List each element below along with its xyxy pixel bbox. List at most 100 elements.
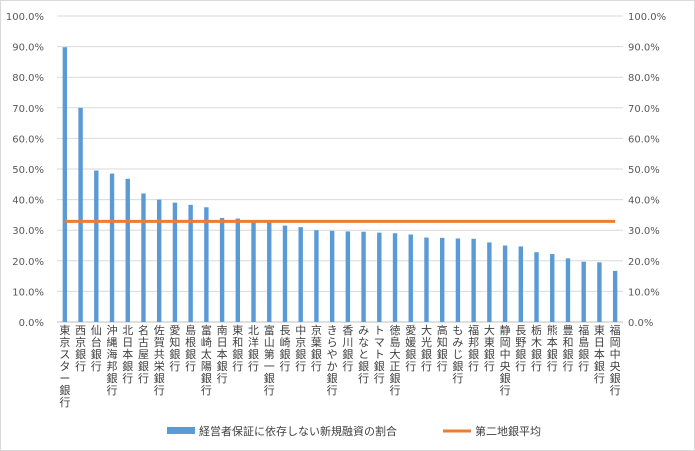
bar <box>392 233 398 322</box>
bar <box>439 237 445 322</box>
category-label: 栃木銀行 <box>531 323 542 373</box>
y-tick-label-right: 10.0% <box>628 287 660 298</box>
y-axis-left: 0.0% 10.0% 20.0% 30.0% 40.0% 50.0% 60.0% 70.0% 8… <box>6 12 44 329</box>
category-label: 大光銀行 <box>421 323 432 373</box>
bar <box>345 231 351 322</box>
bar <box>518 246 524 322</box>
y-tick-label-left: 20.0% <box>12 257 44 268</box>
bar <box>329 230 335 322</box>
category-label: もみじ銀行 <box>452 324 463 385</box>
bar <box>314 230 319 322</box>
bar <box>219 217 225 322</box>
category-label: 長崎銀行 <box>279 324 290 373</box>
category-label: 香川銀行 <box>342 324 353 373</box>
y-tick-label-left: 40.0% <box>12 196 44 207</box>
category-label: 愛知銀行 <box>169 324 180 373</box>
bar <box>534 252 539 322</box>
y-tick-label-left: 0.0% <box>19 318 44 329</box>
category-label: 北日本銀行 <box>122 324 133 385</box>
bar <box>172 202 178 322</box>
category-label: 島根銀行 <box>185 323 196 373</box>
y-tick-label-left: 100.0% <box>6 12 44 23</box>
category-label: 東和銀行 <box>232 324 243 373</box>
category-label: 南日本銀行 <box>217 324 228 385</box>
y-tick-label-left: 70.0% <box>12 104 44 115</box>
bar <box>502 245 508 322</box>
legend: 経営者保証に依存しない新規融資の割合 第二地銀平均 <box>167 424 541 438</box>
bar <box>550 254 555 322</box>
y-axis-right: 0.0% 10.0% 20.0% 30.0% 40.0% 50.0% 60.0% 70.0% 8… <box>628 12 666 329</box>
category-label: 静岡中央銀行 <box>500 323 511 397</box>
y-tick-label-left: 50.0% <box>12 165 44 176</box>
y-tick-label-right: 20.0% <box>628 257 660 268</box>
category-label: 熊本銀行 <box>547 323 558 373</box>
y-tick-label-left: 60.0% <box>12 134 44 145</box>
category-label: 愛媛銀行 <box>405 324 416 373</box>
bar <box>298 227 303 322</box>
category-label: 東京スター銀行 <box>59 324 70 409</box>
y-tick-label-right: 90.0% <box>628 43 660 54</box>
y-tick-label-left: 30.0% <box>12 226 44 237</box>
bar <box>408 234 413 322</box>
bar <box>141 193 146 322</box>
bar <box>455 238 461 322</box>
bar <box>62 47 68 322</box>
bar <box>581 261 586 322</box>
category-label: 沖縄海邦銀行 <box>107 324 118 397</box>
bar <box>188 204 193 322</box>
bar <box>78 107 83 322</box>
y-tick-label-right: 70.0% <box>628 104 660 115</box>
category-label: 名古屋銀行 <box>138 323 149 385</box>
gridlines <box>57 15 623 323</box>
category-label: 富山第一銀行 <box>264 323 275 397</box>
category-label: 北洋銀行 <box>248 324 259 373</box>
bar <box>109 173 115 322</box>
legend-bar-swatch <box>167 427 195 434</box>
bar <box>612 270 618 322</box>
bar <box>235 218 241 322</box>
y-tick-label-right: 30.0% <box>628 226 660 237</box>
y-tick-label-left: 10.0% <box>12 287 44 298</box>
y-tick-label-right: 80.0% <box>628 73 660 84</box>
category-label: 西京銀行 <box>75 324 86 373</box>
bar <box>94 170 99 322</box>
category-label: 徳島大正銀行 <box>390 324 401 397</box>
y-tick-label-right: 60.0% <box>628 134 660 145</box>
category-label: 豊和銀行 <box>562 324 573 373</box>
category-label: 長野銀行 <box>515 324 526 373</box>
y-tick-label-left: 90.0% <box>12 43 44 54</box>
bar <box>251 221 256 322</box>
category-labels: 東京スター銀行西京銀行仙台銀行沖縄海邦銀行北日本銀行名古屋銀行佐賀共栄銀行愛知銀… <box>59 323 620 409</box>
bar <box>282 225 288 322</box>
bar <box>597 262 602 322</box>
category-label: 高知銀行 <box>437 323 448 373</box>
bar <box>487 242 492 322</box>
category-label: 大東銀行 <box>484 323 495 373</box>
bars <box>62 47 618 322</box>
category-label: 福島銀行 <box>578 323 589 373</box>
bar <box>361 231 366 322</box>
category-label: 東日本銀行 <box>594 324 605 385</box>
y-tick-label-right: 50.0% <box>628 165 660 176</box>
y-tick-label-right: 0.0% <box>628 318 653 329</box>
y-tick-label-right: 40.0% <box>628 196 660 207</box>
category-label: 福邦銀行 <box>468 323 479 373</box>
legend-line-label: 第二地銀平均 <box>475 424 541 438</box>
bar <box>204 207 209 322</box>
bar <box>424 237 429 322</box>
y-tick-label-right: 100.0% <box>628 12 666 23</box>
category-label: 京葉銀行 <box>311 323 322 373</box>
category-label: 中京銀行 <box>295 324 306 373</box>
category-label: 富崎太陽銀行 <box>201 323 212 397</box>
category-label: トマト銀行 <box>374 324 385 385</box>
legend-bar-label: 経営者保証に依存しない新規融資の割合 <box>199 424 397 438</box>
category-label: みなと銀行 <box>358 324 369 385</box>
y-tick-label-left: 80.0% <box>12 73 44 84</box>
category-label: 仙台銀行 <box>91 324 102 373</box>
bar <box>565 258 571 322</box>
bar <box>377 232 382 322</box>
bar <box>156 199 162 322</box>
bar <box>267 222 272 322</box>
